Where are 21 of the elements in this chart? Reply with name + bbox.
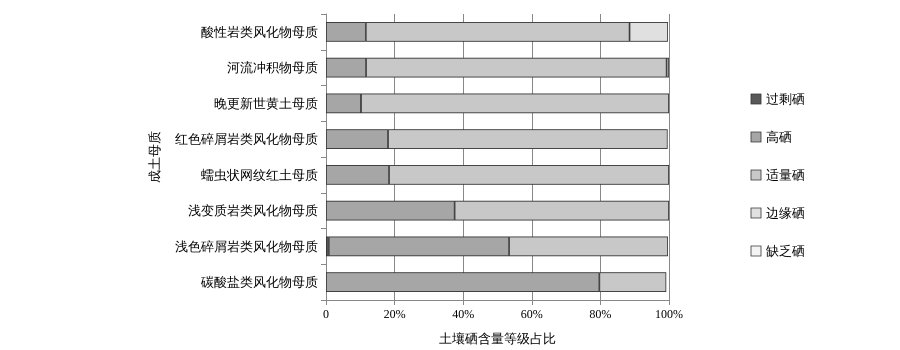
y-tick-label: 晚更新世黄土母质 [214, 96, 318, 111]
x-tick-label: 100% [655, 307, 683, 321]
legend-label: 缺乏硒 [766, 244, 805, 258]
legend-label: 过剩硒 [766, 92, 805, 106]
x-tick-label: 40% [452, 307, 474, 321]
legend-label: 适量硒 [766, 168, 805, 182]
y-tick-label: 河流冲积物母质 [227, 60, 318, 76]
x-tick-label: 60% [520, 307, 543, 321]
y-tick-label: 红色碎屑岩类风化物母质 [175, 132, 318, 147]
y-tick-label: 浅色碎屑岩类风化物母质 [175, 238, 318, 254]
y-tick-label: 酸性岩类风化物母质 [201, 24, 318, 40]
y-axis-title: 成土母质 [147, 131, 162, 183]
y-tick-label: 碳酸盐类风化物母质 [200, 274, 318, 290]
y-tick-label: 蠕虫状网纹红土母质 [201, 167, 318, 182]
x-axis-title: 土壤硒含量等级占比 [439, 331, 556, 346]
legend-label: 边缘硒 [766, 206, 805, 220]
x-tick-label: 80% [589, 307, 612, 321]
x-tick-label: 20% [384, 307, 406, 321]
x-tick-label: 0 [323, 307, 329, 321]
y-tick-label: 浅变质岩类风化物母质 [188, 203, 318, 218]
legend-label: 高硒 [766, 130, 792, 144]
